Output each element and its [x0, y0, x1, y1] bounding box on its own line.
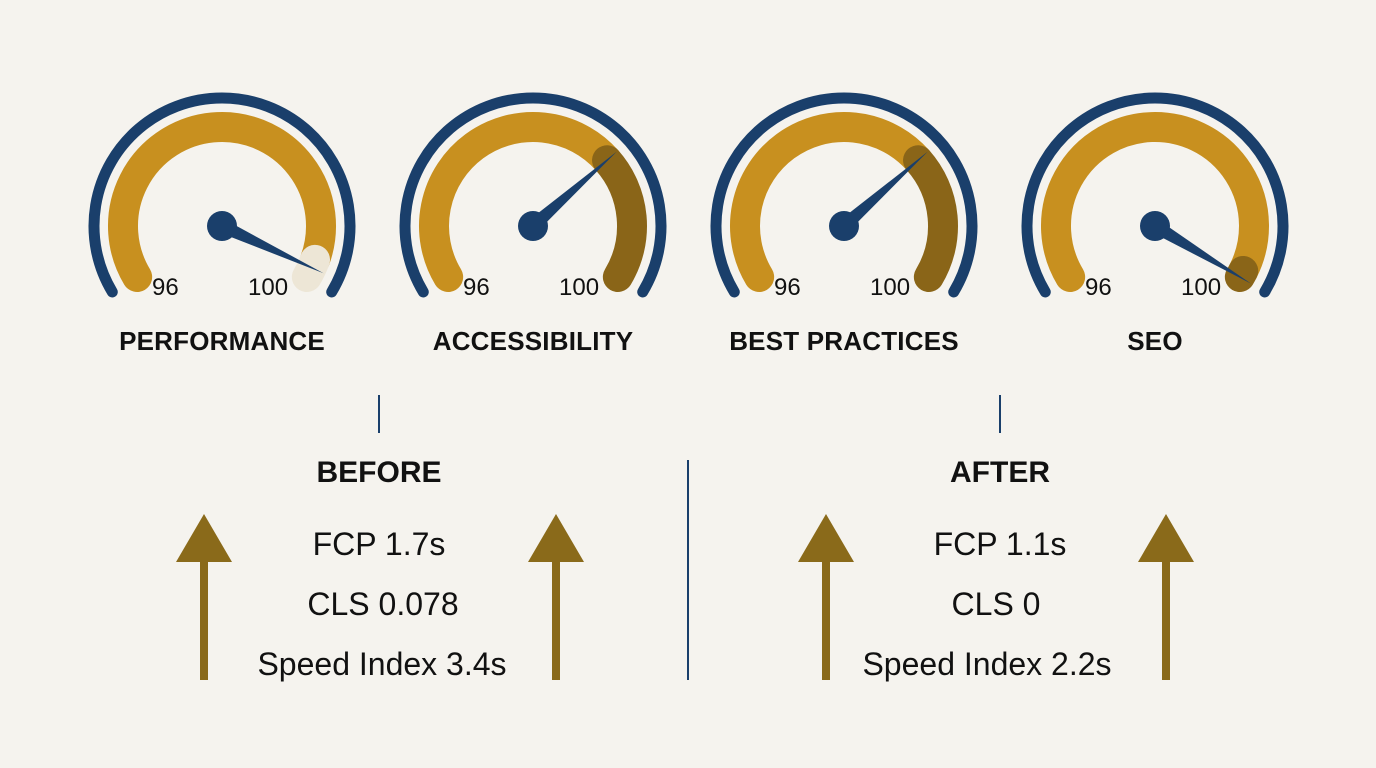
after-title: AFTER: [950, 456, 1050, 489]
gauges-graphic: [88, 92, 1289, 298]
gauge-score-arc: [1041, 112, 1269, 292]
gauge-outer-ring: [710, 92, 978, 298]
tick-max: 100: [1181, 274, 1222, 301]
tick-min: 96: [463, 274, 490, 301]
gauge-remaining-arc: [291, 244, 331, 292]
after-metric-cls: CLS 0: [951, 586, 1041, 622]
before-metric-speed-index: Speed Index 3.4s: [257, 646, 507, 682]
needle-icon: [839, 151, 928, 232]
needle-icon: [219, 219, 324, 274]
gauge-label-best-practices: BEST PRACTICES: [729, 326, 959, 356]
needle-hub: [518, 211, 548, 241]
before-metric-fcp: FCP 1.7s: [312, 526, 446, 562]
gauge-label-performance: PERFORMANCE: [119, 326, 325, 356]
gauge-outer-ring: [399, 92, 667, 298]
gauge-score-arc: [730, 112, 934, 292]
arrow-up-icon: [1138, 514, 1194, 680]
divider-after: [999, 395, 1001, 433]
tick-max: 100: [870, 274, 911, 301]
needle-hub: [207, 211, 237, 241]
after-metric-speed-index: Speed Index 2.2s: [862, 646, 1112, 682]
gauge-outer-ring: [88, 92, 356, 298]
before-metric-cls: CLS 0.078: [307, 586, 459, 622]
arrow-up-icon: [176, 514, 232, 680]
gauge-remaining-arc: [903, 145, 958, 292]
needle-icon: [1151, 219, 1252, 284]
tick-min: 96: [1085, 274, 1112, 301]
tick-min: 96: [152, 274, 179, 301]
tick-max: 100: [248, 274, 289, 301]
gauge-score-arc: [108, 112, 336, 292]
needle-hub: [829, 211, 859, 241]
needle-icon: [528, 151, 617, 232]
arrow-up-icon: [528, 514, 584, 680]
tick-max: 100: [559, 274, 600, 301]
needle-hub: [1140, 211, 1170, 241]
after-metric-fcp: FCP 1.1s: [933, 526, 1067, 562]
before-title: BEFORE: [316, 456, 442, 489]
gauge-remaining-arc: [592, 145, 647, 292]
divider-center: [687, 460, 689, 680]
gauge-score-arc: [419, 112, 623, 292]
gauge-outer-ring: [1021, 92, 1289, 298]
divider-before: [378, 395, 380, 433]
gauge-label-seo: SEO: [1127, 326, 1183, 356]
gauge-label-accessibility: ACCESSIBILITY: [432, 326, 634, 356]
arrow-up-icon: [798, 514, 854, 680]
gauge-remaining-arc: [1224, 255, 1259, 292]
tick-min: 96: [774, 274, 801, 301]
